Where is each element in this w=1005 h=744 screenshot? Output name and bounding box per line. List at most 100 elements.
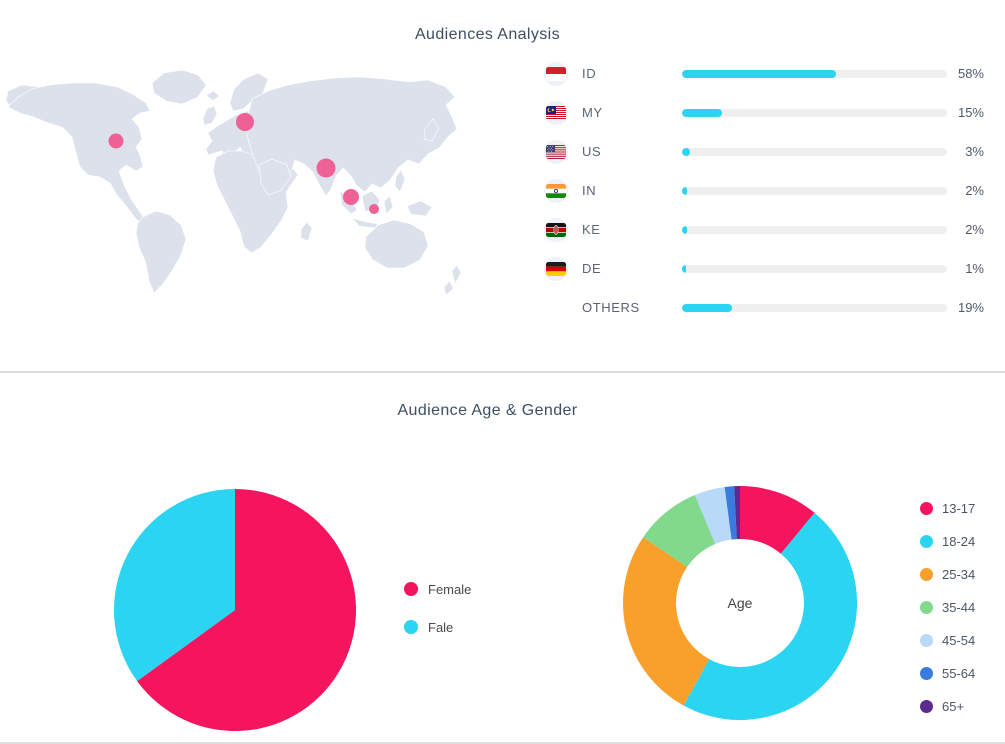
country-percentage: 19% xyxy=(957,300,984,315)
age-legend-item-45-54[interactable]: 45-54 xyxy=(920,632,976,648)
country-row: KE 2% xyxy=(540,210,984,249)
map-bubble-in[interactable] xyxy=(316,158,336,178)
landmass-north-america xyxy=(7,82,153,228)
landmass-scandinavia xyxy=(229,72,269,112)
world-map xyxy=(5,69,462,296)
flag-de-icon xyxy=(544,256,568,281)
country-label: IN xyxy=(582,183,597,198)
legend-label: Fale xyxy=(428,619,454,635)
age-legend: 13-17 18-24 25-34 35-44 45-54 55-64 65+ xyxy=(920,501,975,732)
landmass-madagascar xyxy=(300,221,313,242)
legend-dot-icon xyxy=(404,620,418,634)
country-bar-track xyxy=(682,186,947,195)
donut-segment-45-54[interactable] xyxy=(694,487,732,544)
audiences-analysis-title: Audiences Analysis xyxy=(414,26,561,43)
country-bar-fill[interactable] xyxy=(682,264,686,273)
gender-legend-item-fale[interactable]: Fale xyxy=(404,619,471,635)
map-bubble-id[interactable] xyxy=(369,204,379,214)
donut-segment-35-44[interactable] xyxy=(643,495,716,568)
legend-label: Female xyxy=(428,581,472,597)
flag-my-icon xyxy=(544,100,568,125)
country-bar-track xyxy=(682,69,947,78)
age-donut-chart xyxy=(623,486,857,720)
country-percentage: 15% xyxy=(957,105,984,120)
donut-segment-18-24[interactable] xyxy=(683,512,857,720)
pie-slice-female[interactable] xyxy=(137,489,356,731)
landmass-new-zealand-south xyxy=(443,280,454,296)
legend-label: 45-54 xyxy=(942,632,976,648)
legend-dot-icon xyxy=(920,567,933,581)
map-bubbles-group xyxy=(108,113,379,214)
pie-slice-fale[interactable] xyxy=(114,489,235,682)
landmass-greenland xyxy=(151,69,207,105)
gender-legend-item-female[interactable]: Female xyxy=(404,581,472,597)
age-legend-item-13-17[interactable]: 13-17 xyxy=(920,501,975,516)
country-bar-fill[interactable] xyxy=(682,303,733,312)
landmass-philippines xyxy=(394,169,406,193)
country-bar-track xyxy=(682,303,947,312)
country-percentage: 2% xyxy=(965,183,984,198)
gender-pie-chart xyxy=(114,489,356,731)
donut-segment-55-64[interactable] xyxy=(724,486,737,540)
age-gender-title: Audience Age & Gender xyxy=(397,402,578,419)
donut-segment-13-17[interactable] xyxy=(740,486,815,554)
landmass-australia xyxy=(364,219,429,269)
age-donut-center-label: Age xyxy=(727,595,753,611)
landmass-south-america xyxy=(135,210,187,294)
legend-dot-icon xyxy=(920,699,933,713)
legend-dot-icon xyxy=(920,666,933,680)
landmass-new-guinea xyxy=(406,200,433,217)
age-legend-item-35-44[interactable]: 35-44 xyxy=(920,600,975,615)
legend-label: 65+ xyxy=(942,698,965,714)
landmass-java xyxy=(351,217,379,229)
legend-label: 25-34 xyxy=(942,566,976,582)
country-bar-fill[interactable] xyxy=(682,186,688,195)
country-bar-fill[interactable] xyxy=(682,69,836,78)
country-percentage: 2% xyxy=(965,222,984,237)
flag-ke-icon xyxy=(544,217,568,242)
country-row: US 3% xyxy=(540,132,984,171)
audiences-analysis-section: Audiences Analysis xyxy=(0,26,1005,373)
country-row: OTHERS 19% xyxy=(540,288,984,327)
country-row: ID 58% xyxy=(540,54,984,93)
country-row: DE 1% xyxy=(540,249,984,288)
country-label: MY xyxy=(582,105,603,120)
country-label: ID xyxy=(582,66,597,81)
landmass-united-kingdom xyxy=(202,105,218,126)
flag-us-icon xyxy=(544,139,568,164)
legend-dot-icon xyxy=(920,600,933,614)
landmass-iceland xyxy=(205,90,220,102)
country-row: IN 2% xyxy=(540,171,984,210)
map-bubble-my[interactable] xyxy=(343,189,359,205)
age-gender-section: Audience Age & Gender Female Fale Age 13… xyxy=(0,375,1005,744)
country-label: DE xyxy=(582,261,602,276)
country-bar-track xyxy=(682,264,947,273)
country-bar-fill[interactable] xyxy=(682,225,688,234)
country-list: ID 58% MY 15% US 3% IN 2% KE 2% xyxy=(540,54,984,327)
donut-segment-25-34[interactable] xyxy=(623,537,710,706)
landmass-sulawesi xyxy=(383,195,394,215)
landmass-japan xyxy=(423,118,440,142)
country-bar-fill[interactable] xyxy=(682,147,690,156)
age-legend-item-25-34[interactable]: 25-34 xyxy=(920,566,976,582)
age-legend-item-65plus[interactable]: 65+ xyxy=(920,698,975,714)
country-bar-track xyxy=(682,108,947,117)
country-label: OTHERS xyxy=(582,300,640,315)
country-bar-fill[interactable] xyxy=(682,108,722,117)
country-label: KE xyxy=(582,222,601,237)
country-bar-track xyxy=(682,225,947,234)
flag-in-icon xyxy=(544,178,568,203)
country-row: MY 15% xyxy=(540,93,984,132)
donut-segment-65plus[interactable] xyxy=(734,486,740,540)
legend-dot-icon xyxy=(920,501,933,515)
gender-legend: Female Fale xyxy=(404,582,471,658)
country-bar-track xyxy=(682,147,947,156)
map-bubble-de[interactable] xyxy=(236,113,254,131)
flag-id-icon xyxy=(544,61,568,86)
age-legend-item-55-64[interactable]: 55-64 xyxy=(920,666,975,681)
landmass-arabia xyxy=(258,158,292,196)
map-bubble-us[interactable] xyxy=(108,133,124,149)
age-legend-item-18-24[interactable]: 18-24 xyxy=(920,534,975,549)
country-label: US xyxy=(582,144,602,159)
country-percentage: 3% xyxy=(965,144,984,159)
